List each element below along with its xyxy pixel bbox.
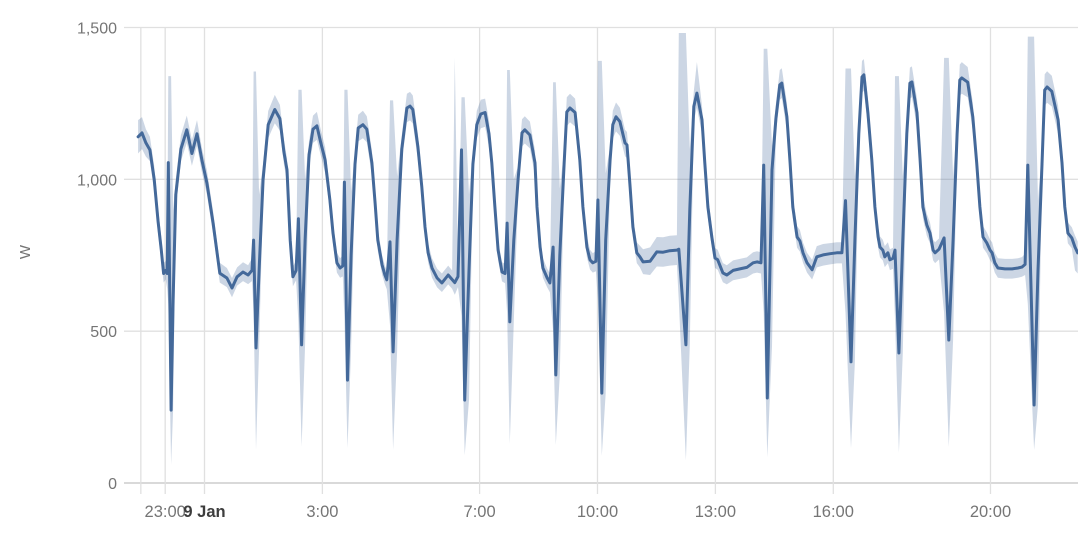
x-tick-label: 7:00 [464, 503, 496, 521]
minmax-band [138, 33, 1078, 465]
y-tick-label: 1,500 [77, 21, 117, 38]
x-tick-label: 13:00 [695, 503, 736, 521]
y-axis-tick-labels: 0 500 1,000 1,500 [77, 21, 117, 494]
y-axis-title: W [17, 244, 34, 259]
vertical-gridlines [140, 27, 992, 494]
x-tick-label: 16:00 [813, 503, 854, 521]
x-axis-tick-labels: 23:009 Jan 3:00 7:00 10:00 13:00 16:00 20:00 [145, 503, 1012, 521]
mean-line [136, 73, 1078, 412]
x-tick-label-day: 9 Jan [183, 503, 225, 521]
x-tick-label: 10:00 [577, 503, 618, 521]
horizontal-gridlines [124, 26, 1078, 484]
x-tick-label: 20:00 [970, 503, 1011, 521]
y-tick-label: 1,000 [77, 172, 117, 189]
y-tick-label: 0 [108, 476, 117, 493]
x-tick-label: 23:00 [145, 503, 186, 521]
x-tick-label: 3:00 [306, 503, 338, 521]
y-tick-label: 500 [90, 324, 117, 341]
